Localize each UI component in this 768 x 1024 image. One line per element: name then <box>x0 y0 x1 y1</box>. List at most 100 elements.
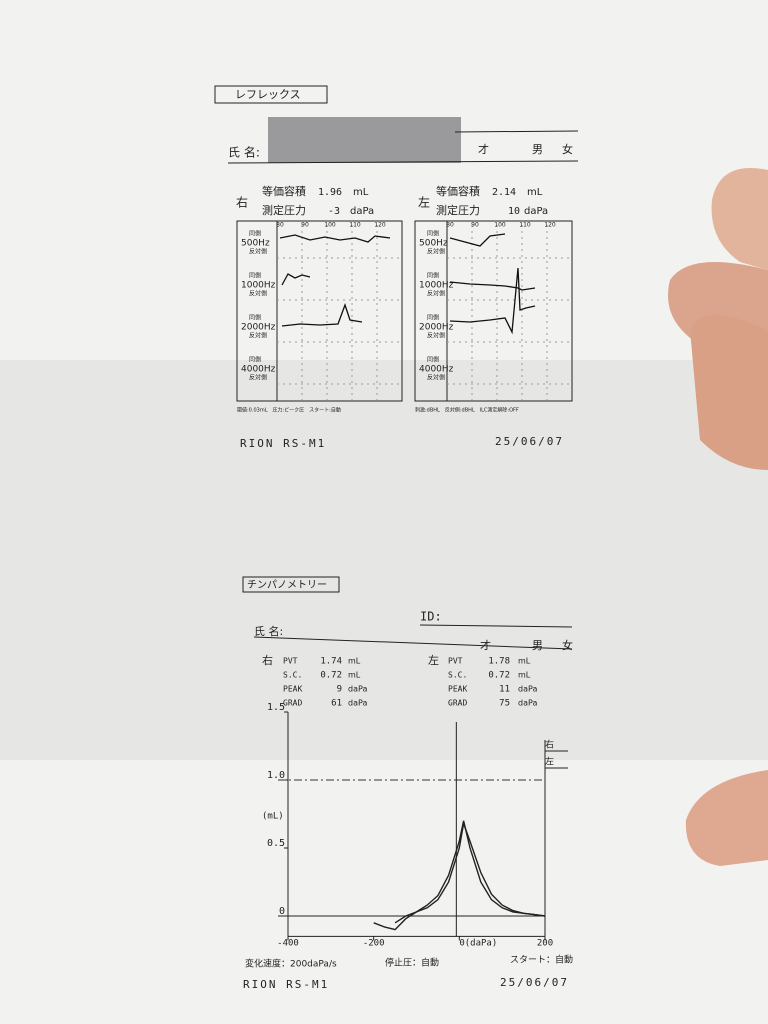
sex-female: 女 <box>562 142 573 156</box>
scale-label: 90 <box>471 222 479 229</box>
panel-right <box>236 220 403 402</box>
param-value: 1.74 <box>320 657 342 667</box>
underline <box>419 624 573 628</box>
tympanogram-curve <box>394 820 546 924</box>
param-unit: daPa <box>348 699 367 708</box>
start: スタート：自動 <box>510 954 573 966</box>
panel-grid <box>277 225 572 400</box>
contra-label: 反対側 <box>427 290 445 298</box>
panel-footer: 閾値:0.03mL 圧力:ピーク圧 スタート:自動 <box>237 407 341 414</box>
param-unit: daPa <box>348 685 367 694</box>
param-name: PVT <box>283 657 298 666</box>
device: RION RS-M1 <box>243 978 329 991</box>
section-title: レフレックス <box>235 88 301 101</box>
pressure-label: 測定圧力 <box>262 203 306 217</box>
finger <box>711 168 768 270</box>
param-value: 0.72 <box>488 671 510 681</box>
contra-label: 反対側 <box>427 374 445 382</box>
scale-label: 110 <box>519 222 531 229</box>
contra-label: 反対側 <box>249 374 267 382</box>
ipsi-label: 同側 <box>249 356 261 364</box>
device: RION RS-M1 <box>240 437 326 450</box>
contra-label: 反対側 <box>249 332 267 340</box>
age-label: 才 <box>478 142 489 156</box>
pressure-value: 10 <box>508 206 520 217</box>
param-value: 9 <box>337 685 342 695</box>
scale-label: 80 <box>276 222 284 229</box>
volume-unit: mL <box>527 187 543 198</box>
volume-value: 2.14 <box>492 187 516 198</box>
param-unit: daPa <box>518 699 537 708</box>
param-value: 61 <box>331 699 342 709</box>
contra-label: 反対側 <box>427 332 445 340</box>
stop: 停止圧：自動 <box>385 957 439 969</box>
y-tick-label: 0 <box>279 906 285 917</box>
finger <box>685 770 768 866</box>
underline <box>227 160 579 164</box>
param-unit: mL <box>518 657 531 666</box>
scale-label: 120 <box>374 222 386 229</box>
x-tick-label: 0(daPa) <box>459 939 497 949</box>
volume-unit: mL <box>353 187 369 198</box>
freq-label: 4000Hz <box>419 365 454 375</box>
tympanogram-curve <box>373 820 546 931</box>
param-name: S.C. <box>448 671 467 680</box>
sex-female: 女 <box>562 638 573 652</box>
side: 左 <box>428 654 439 667</box>
reflex-panels <box>236 220 573 402</box>
pressure-value: -3 <box>328 206 340 217</box>
legend-label: 左 <box>545 756 554 768</box>
freq-label: 2000Hz <box>241 323 276 333</box>
scale-label: 110 <box>349 222 361 229</box>
sex-male: 男 <box>532 143 543 156</box>
scale-label: 90 <box>301 222 309 229</box>
scale-label: 80 <box>446 222 454 229</box>
freq-label: 1000Hz <box>419 281 454 291</box>
param-name: S.C. <box>283 671 302 680</box>
y-tick-label: 0.5 <box>267 838 285 849</box>
param-unit: daPa <box>518 685 537 694</box>
y-tick-label: 1.0 <box>267 770 285 781</box>
param-value: 11 <box>499 685 510 695</box>
param-name: GRAD <box>448 699 467 708</box>
title-box <box>242 576 340 593</box>
y-tick-label: 1.5 <box>267 702 285 713</box>
panel-footer: 刺激:dBHL 反対側:dBHL ILC測定解除:OFF <box>415 407 519 414</box>
rate: 変化速度：200daPa/s <box>245 958 337 970</box>
underline <box>454 130 579 133</box>
date: 25/06/07 <box>495 435 564 448</box>
section-title: チンパノメトリー <box>247 579 327 591</box>
id-label: ID: <box>420 610 442 624</box>
redaction <box>268 117 461 163</box>
ipsi-label: 同側 <box>427 230 439 238</box>
underline <box>253 636 573 650</box>
freq-label: 1000Hz <box>241 281 276 291</box>
ipsi-label: 同側 <box>427 314 439 322</box>
param-name: PEAK <box>283 685 302 694</box>
side: 右 <box>262 653 273 667</box>
panel-left <box>414 220 573 402</box>
param-name: PEAK <box>448 685 467 694</box>
reflex-trace <box>279 233 536 335</box>
ipsi-label: 同側 <box>249 272 261 280</box>
y-axis-label: (mL) <box>262 812 284 822</box>
x-tick-label: 200 <box>537 939 553 949</box>
param-value: 0.72 <box>320 671 342 681</box>
freq-label: 500Hz <box>419 239 448 249</box>
x-tick-label: -400 <box>277 939 299 949</box>
param-value: 75 <box>499 699 510 709</box>
param-name: GRAD <box>283 699 302 708</box>
volume-value: 1.96 <box>318 187 342 198</box>
pressure-label: 測定圧力 <box>436 203 480 217</box>
legend-label: 右 <box>545 739 554 751</box>
name-label: 氏 名: <box>254 624 283 638</box>
side: 右 <box>236 195 248 210</box>
param-name: PVT <box>448 657 463 666</box>
freq-label: 2000Hz <box>419 323 454 333</box>
paper-fold-shade <box>0 360 768 760</box>
ipsi-label: 同側 <box>427 272 439 280</box>
pressure-unit: daPa <box>350 206 374 217</box>
scale-label: 100 <box>494 222 506 229</box>
param-unit: mL <box>348 657 361 666</box>
